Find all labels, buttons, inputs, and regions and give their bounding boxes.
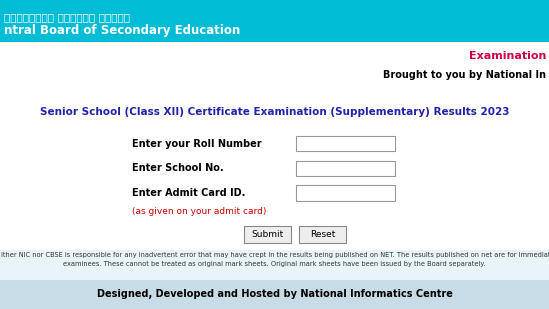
Text: Submit: Submit [251, 230, 284, 239]
Text: Senior School (Class XII) Certificate Examination (Supplementary) Results 2023: Senior School (Class XII) Certificate Ex… [40, 107, 509, 116]
Text: ither NIC nor CBSE is responsible for any inadvertent error that may have crept : ither NIC nor CBSE is responsible for an… [1, 252, 549, 258]
Text: Examination: Examination [469, 51, 546, 61]
Bar [296, 136, 395, 151]
Bar [244, 226, 291, 243]
Text: माध्यमिक शिक्षा बोर्ड: माध्यमिक शिक्षा बोर्ड [4, 12, 130, 22]
Text: Brought to you by National In: Brought to you by National In [383, 70, 546, 79]
Text: Enter School No.: Enter School No. [132, 163, 223, 173]
Text: (as given on your admit card): (as given on your admit card) [132, 207, 266, 216]
Bar [299, 226, 346, 243]
Bar [0, 250, 549, 280]
Text: Enter Admit Card ID.: Enter Admit Card ID. [132, 188, 245, 198]
Text: Reset: Reset [310, 230, 335, 239]
Text: examinees. These cannot be treated as original mark sheets. Original mark sheets: examinees. These cannot be treated as or… [63, 261, 486, 267]
Text: Enter your Roll Number: Enter your Roll Number [132, 139, 261, 149]
Bar [0, 0, 549, 42]
Text: ntral Board of Secondary Education: ntral Board of Secondary Education [4, 24, 240, 37]
Bar [296, 161, 395, 176]
Bar [0, 280, 549, 309]
Bar [296, 185, 395, 201]
Text: Designed, Developed and Hosted by National Informatics Centre: Designed, Developed and Hosted by Nation… [97, 289, 452, 299]
